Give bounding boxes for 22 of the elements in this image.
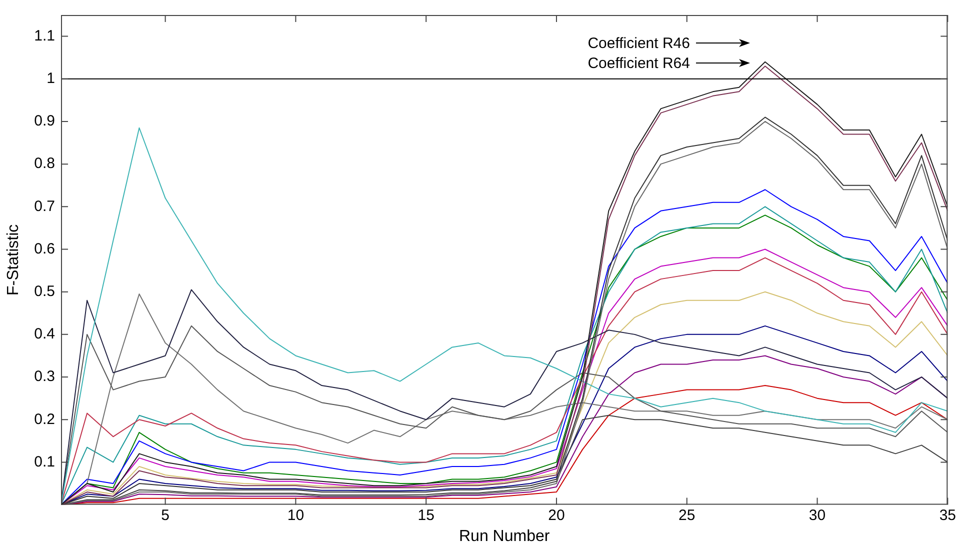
y-tick-label: 0.2 xyxy=(34,410,55,428)
y-tick-label: 0.6 xyxy=(34,240,55,258)
x-axis-title: Run Number xyxy=(458,528,550,545)
x-tick-label: 30 xyxy=(808,506,826,524)
y-tick-label: 0.1 xyxy=(34,453,55,470)
x-tick-label: 35 xyxy=(939,506,956,524)
y-tick-label: 0.8 xyxy=(34,155,55,172)
x-tick-label: 10 xyxy=(287,506,304,524)
x-tick-label: 15 xyxy=(418,506,434,524)
y-tick-label: 1.1 xyxy=(34,27,55,44)
annotation: Coefficient R64 xyxy=(586,54,690,72)
annotation: Coefficient R46 xyxy=(586,34,690,52)
y-tick-label: 0.9 xyxy=(34,112,55,130)
y-tick-label: 0.7 xyxy=(34,198,55,215)
y-tick-label: 0.5 xyxy=(34,282,55,300)
y-tick-label: 0.4 xyxy=(34,326,55,343)
y-axis-title: F-Statistic xyxy=(5,224,22,296)
x-tick-label: 25 xyxy=(678,506,696,524)
y-tick-label: 0.3 xyxy=(34,368,55,386)
x-tick-label: 5 xyxy=(161,506,170,524)
y-tick-label: 1 xyxy=(46,70,55,88)
x-tick-label: 20 xyxy=(548,506,565,524)
